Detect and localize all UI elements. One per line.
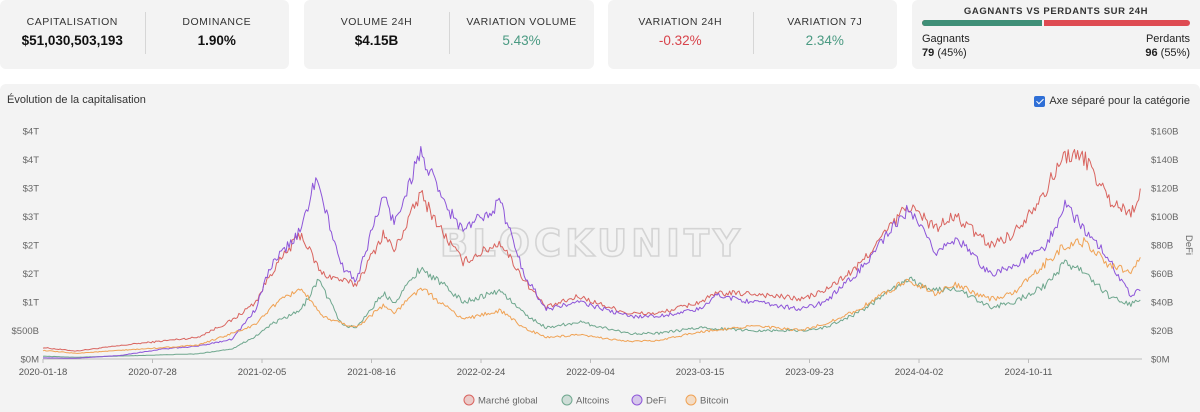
stat-card-volume: VOLUME 24H $4.15B VARIATION VOLUME 5.43% [304,0,594,69]
x-tick-label: 2021-02-05 [238,367,287,378]
stat-variation-7j-label: VARIATION 7J [787,16,863,28]
legend-label[interactable]: Altcoins [576,396,610,407]
stat-divider [752,12,754,54]
y-right-tick-label: $40B [1151,298,1173,309]
stat-variation-volume-value: 5.43% [502,33,541,48]
y-right-tick-label: $60B [1151,269,1173,280]
y-right-tick-label: $0M [1151,355,1170,366]
losers-count: 96 (55%) [1145,47,1190,59]
legend-label[interactable]: DeFi [646,396,666,407]
legend-swatch[interactable] [561,394,573,406]
legend-swatch[interactable] [463,394,475,406]
stat-divider [449,12,450,54]
stat-variation-24h-value: -0.32% [658,33,702,48]
gainers-losers-title: GAGNANTS VS PERDANTS SUR 24H [963,6,1149,17]
x-tick-label: 2022-09-04 [566,367,615,378]
stat-capitalisation-value: $51,030,503,193 [21,33,123,48]
separate-axis-toggle[interactable]: Axe séparé pour la catégorie [1034,95,1190,107]
stat-dominance: DOMINANCE 1.90% [145,0,290,69]
separate-axis-label: Axe séparé pour la catégorie [1049,95,1190,107]
stat-divider [144,12,146,54]
y-right-tick-label: $100B [1151,212,1178,223]
chart-card: Évolution de la capitalisation Axe sépar… [0,84,1200,412]
y-left-tick-label: $3T [23,184,40,195]
x-tick-label: 2024-04-02 [895,367,944,378]
losers-label: Perdants [1145,33,1190,45]
series-line-0 [42,149,1141,352]
x-tick-label: 2022-02-24 [457,367,506,378]
x-tick-label: 2020-07-28 [128,367,177,378]
x-tick-label: 2023-09-23 [785,367,834,378]
y-right-tick-label: $160B [1151,127,1178,138]
stat-variation-volume-label: VARIATION VOLUME [466,16,577,28]
y-left-tick-label: $1T [23,298,40,309]
losers-count-pct: (55%) [1160,47,1190,59]
series-line-1 [42,259,1141,358]
x-tick-label: 2020-01-18 [19,367,68,378]
stat-dominance-label: DOMINANCE [182,16,252,28]
stat-variation-24h-label: VARIATION 24H [638,16,723,28]
stat-variation-volume: VARIATION VOLUME 5.43% [449,0,594,69]
y-left-tick-label: $4T [23,155,40,166]
capitalisation-chart: BLOCKUNITY $0M $500B $1T $2T $2T $3T $3T $4T $4T $… [12,127,1194,407]
stat-volume: VOLUME 24H $4.15B [304,0,449,69]
x-tick-label: 2023-03-15 [676,367,725,378]
stat-volume-label: VOLUME 24H [340,16,413,28]
stat-capitalisation-label: CAPITALISATION [26,16,118,28]
stats-row: CAPITALISATION $51,030,503,193 DOMINANCE… [0,0,1200,72]
stat-variation-7j-value: 2.34% [805,33,844,48]
y-left-tick-label: $4T [23,127,40,138]
y-left-tick-label: $2T [23,269,40,280]
separate-axis-checkbox[interactable] [1034,95,1046,107]
stat-card-market: CAPITALISATION $51,030,503,193 DOMINANCE… [0,0,289,69]
y-right-tick-label: $20B [1151,326,1173,337]
legend-label[interactable]: Bitcoin [700,396,729,407]
legend-swatch[interactable] [685,394,697,406]
chart-watermark: BLOCKUNITY [440,222,744,265]
series-line-3 [42,237,1141,354]
stat-variation-7j: VARIATION 7J 2.34% [753,0,898,69]
y-right-tick-label: $120B [1151,184,1178,195]
x-tick-label: 2024-10-11 [1005,367,1053,378]
gainers-count-number: 79 [922,47,935,59]
stat-capitalisation: CAPITALISATION $51,030,503,193 [0,0,145,69]
y-right-tick-label: $140B [1151,155,1178,166]
x-tick-label: 2021-08-16 [347,367,396,378]
y-left-tick-label: $500B [12,326,39,337]
legend-swatch[interactable] [631,394,643,406]
y-left-tick-label: $0M [21,355,40,366]
y-right-tick-label: $80B [1151,241,1173,252]
series-line-2 [43,146,1141,359]
gainers-losers-gap [1041,20,1044,26]
chart-title: Évolution de la capitalisation [7,94,146,106]
gainers-label: Gagnants [922,33,970,45]
gainers-bar-fill [922,20,1043,26]
gainers-losers-bar [922,20,1190,26]
stat-variation-24h: VARIATION 24H -0.32% [608,0,753,69]
gainers-losers-card: GAGNANTS VS PERDANTS SUR 24H Gagnants Pe… [912,0,1200,69]
y-left-tick-label: $2T [23,241,40,252]
gainers-count-pct: (45%) [937,47,967,59]
stat-card-variation: VARIATION 24H -0.32% VARIATION 7J 2.34% [608,0,897,69]
stat-dominance-value: 1.90% [197,33,236,48]
y-left-tick-label: $3T [23,212,40,223]
chart-legend: Marché global Altcoins DeFi Bitcoin [463,394,729,407]
stat-volume-value: $4.15B [354,33,399,48]
y-right-axis-label: DeFi [1183,235,1194,255]
legend-label[interactable]: Marché global [478,396,538,407]
losers-count-number: 96 [1145,47,1158,59]
gainers-count: 79 (45%) [922,47,967,59]
